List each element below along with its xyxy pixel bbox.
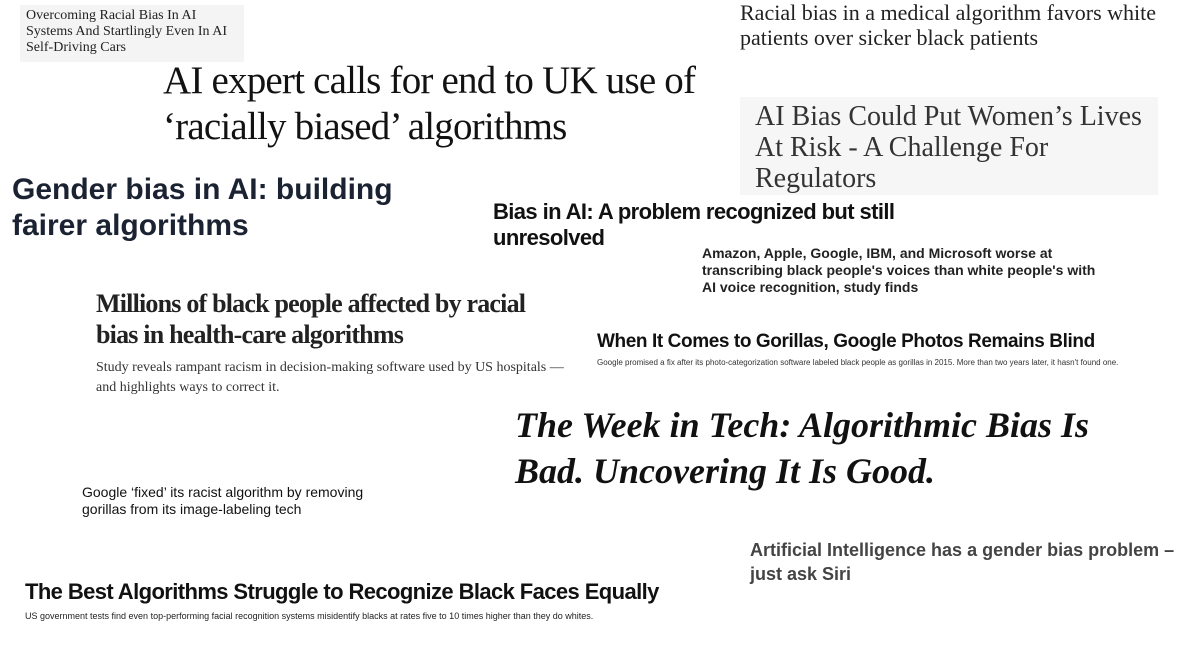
- headline: Racial bias in a medical algorithm favor…: [740, 0, 1157, 50]
- headline: When It Comes to Gorillas, Google Photos…: [597, 331, 1095, 352]
- headline: Overcoming Racial Bias In AI Systems And…: [20, 5, 244, 62]
- headline: The Week in Tech: Algorithmic Bias Is Ba…: [515, 405, 1090, 491]
- headline: Millions of black people affected by rac…: [96, 289, 526, 349]
- headline: Amazon, Apple, Google, IBM, and Microsof…: [702, 245, 1096, 295]
- headline: AI Bias Could Put Women’s Lives At Risk …: [740, 97, 1158, 195]
- article-block: Millions of black people affected by rac…: [96, 288, 566, 398]
- headline: AI expert calls for end to UK use of ‘ra…: [163, 59, 696, 148]
- subtitle: Google promised a fix after its photo-ca…: [597, 358, 1119, 367]
- subtitle: US government tests find even top-perfor…: [25, 611, 594, 621]
- subtitle: Study reveals rampant racism in decision…: [96, 360, 564, 395]
- headline: Gender bias in AI: building fairer algor…: [12, 173, 393, 242]
- headline: Google ‘fixed’ its racist algorithm by r…: [82, 484, 364, 517]
- headline: The Best Algorithms Struggle to Recogniz…: [25, 579, 659, 604]
- article-block: The Best Algorithms Struggle to Recogniz…: [25, 578, 1025, 622]
- headline: Artificial Intelligence has a gender bia…: [750, 540, 1175, 584]
- headline: Bias in AI: A problem recognized but sti…: [493, 199, 895, 250]
- article-block: When It Comes to Gorillas, Google Photos…: [597, 330, 1197, 368]
